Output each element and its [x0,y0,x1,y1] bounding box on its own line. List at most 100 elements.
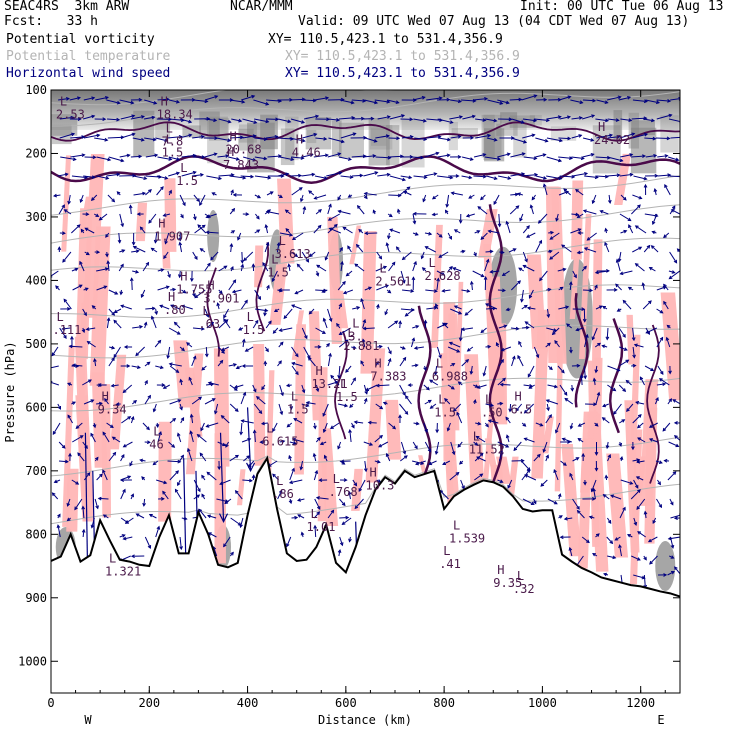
wind-vector [340,175,353,178]
wind-vector-head [136,365,141,370]
wind-vector-head [359,173,364,178]
wind-vector-head [663,458,668,463]
wind-vector-head [150,315,155,320]
wind-vector-head [458,311,463,315]
wind-vector-head [603,572,608,577]
wind-vector-head [126,364,131,368]
wind-vector [193,194,200,202]
wind-vector [656,308,663,314]
wind-vector-head [163,480,168,485]
wind-vector-head [120,158,125,163]
wind-vector-head [682,136,685,139]
extremum-value: 1.5 [162,145,184,159]
wind-vector-long [246,407,252,471]
wind-vector [522,251,528,262]
wind-vector-head [643,556,647,561]
wind-vector [637,437,646,443]
wind-vector-head [628,224,632,229]
wind-vector-head [436,277,440,282]
wind-vector [136,513,145,519]
wind-vector [131,250,139,253]
wind-vector [682,100,692,103]
wind-vector-head [142,191,147,196]
wind-speed-streak [62,345,75,527]
wind-vector-head [545,454,549,459]
wind-vector-head [223,265,228,270]
extremum-low-marker: L [279,234,286,248]
wind-vector-head [307,356,312,361]
wind-vector [157,156,172,160]
wind-vector [668,536,680,540]
extremum-value: 1.5 [243,323,265,337]
wind-vector-head [477,421,482,426]
wind-vector-head [604,227,608,232]
field-xy-potential-vorticity: XY= 110.5,423.1 to 531.4,356.9 [268,32,503,47]
wind-vector-head [349,175,354,179]
wind-vector [290,174,301,177]
wind-vector [480,194,486,200]
wind-vector [644,213,658,217]
wind-vector [206,471,217,481]
extremum-value: 9.34 [98,403,127,417]
wind-vector-head [263,137,268,141]
extremum-value: 6.988 [432,370,468,384]
wind-vector-head [205,313,210,318]
field-label-horizontal-wind-speed: Horizontal wind speed [6,66,171,81]
wind-vector-head [412,211,417,216]
wind-vector-head [70,335,74,340]
wind-vector [679,461,680,462]
wind-vector-head [662,427,667,432]
wind-vector [546,116,561,120]
wind-vector-head [420,155,425,160]
wind-vector-head [607,199,612,204]
pv-shading-blob [655,541,676,592]
wind-vector [193,99,208,102]
wind-vector-head [529,204,534,209]
wind-vector-head [523,304,528,309]
wind-vector-head [130,415,135,420]
wind-vector-head [194,294,199,299]
theta-contour-line [51,204,680,244]
wind-vector-head [188,133,193,138]
wind-vector-head [592,497,596,501]
wind-vector [303,346,311,359]
wind-vector [557,268,566,272]
wind-vector [179,134,192,139]
wind-vector-head [483,275,488,280]
wind-vector-head [544,138,549,143]
extremum-value: 24.02 [594,133,630,147]
wind-vector [82,379,92,386]
wind-vector-head [594,467,599,472]
wind-vector-head [555,217,559,222]
wind-vector [631,117,647,120]
wind-vector [549,232,560,240]
wind-vector-head [538,239,543,244]
wind-vector [169,399,181,405]
wind-vector-head [627,95,632,100]
wind-vector-head [385,242,390,247]
wind-vector-head [683,484,686,487]
wind-vector [118,232,121,243]
wind-vector-head [453,305,458,309]
wind-vector [523,265,535,272]
wind-vector [327,118,340,121]
wind-vector-head [399,154,404,159]
wind-vector [667,156,679,161]
wind-vector-head [143,321,148,326]
wind-vector [72,435,84,443]
wind-vector-head [92,155,97,160]
wind-vector [217,155,229,158]
wind-vector-head [356,204,361,209]
wind-vector-head [188,376,193,381]
wind-vector [167,346,171,359]
wind-vector [412,96,425,101]
wind-vector [679,556,680,557]
wind-vector-head [161,383,166,387]
wind-vector-head [487,419,492,423]
wind-vector [439,490,449,500]
wind-vector-head [316,264,321,269]
wind-vector-head [505,220,510,225]
wind-vector-head [493,137,498,142]
wind-vector-head [622,333,626,338]
wind-vector-head [279,194,283,199]
